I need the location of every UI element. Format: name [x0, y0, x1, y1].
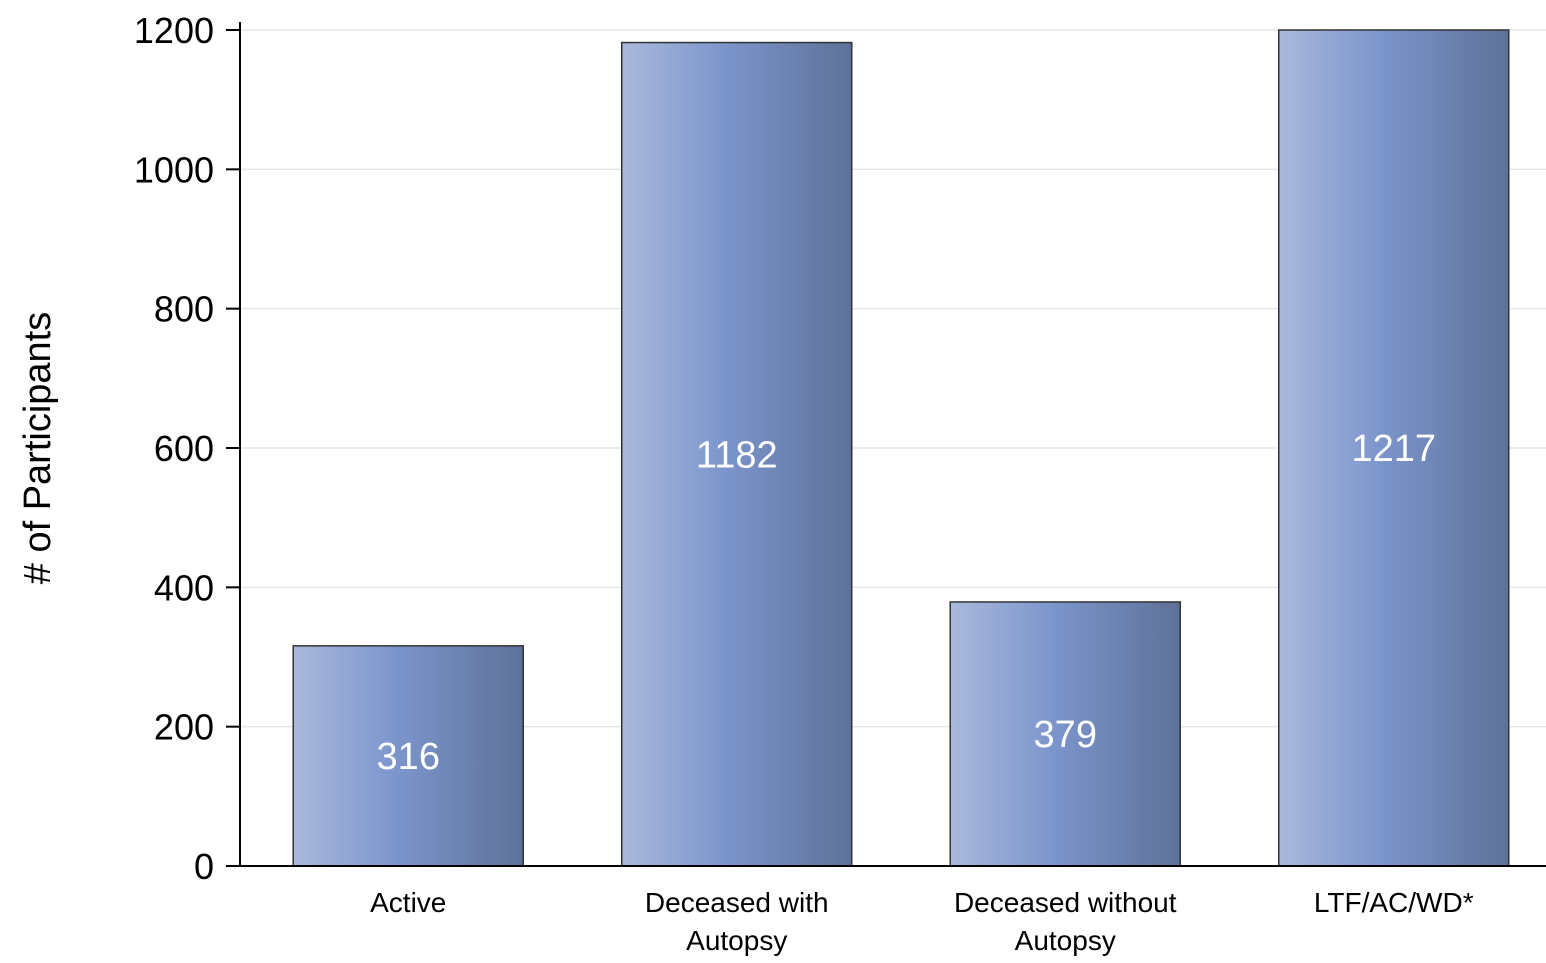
x-tick-label: Autopsy — [686, 925, 787, 956]
y-tick-label: 600 — [154, 428, 214, 469]
data-label: 379 — [1034, 714, 1097, 756]
y-tick-label: 1000 — [134, 149, 214, 190]
y-tick-label: 200 — [154, 707, 214, 748]
y-axis-title: # of Participants — [17, 312, 59, 584]
bar — [621, 41, 853, 867]
x-tick-label: Deceased with — [645, 887, 829, 918]
labels: 0 200 400 600 800 1000 1200 316 Active 1182 Deceas… — [134, 10, 1474, 956]
data-label: 1182 — [696, 434, 778, 476]
x-tick-label: Active — [370, 887, 446, 918]
y-tick-label: 1200 — [134, 10, 214, 51]
axes — [226, 22, 1546, 867]
data-label: 316 — [377, 736, 440, 778]
y-tick-label: 400 — [154, 567, 214, 608]
data-label: 1217 — [1351, 428, 1436, 470]
bars — [292, 29, 1510, 867]
y-tick-label: 0 — [194, 846, 214, 887]
bar — [949, 601, 1181, 867]
x-tick-label: Autopsy — [1015, 925, 1116, 956]
bar — [1278, 29, 1510, 867]
x-tick-label: LTF/AC/WD* — [1314, 887, 1474, 918]
y-tick-label: 800 — [154, 289, 214, 330]
x-tick-label: Deceased without — [954, 887, 1177, 918]
